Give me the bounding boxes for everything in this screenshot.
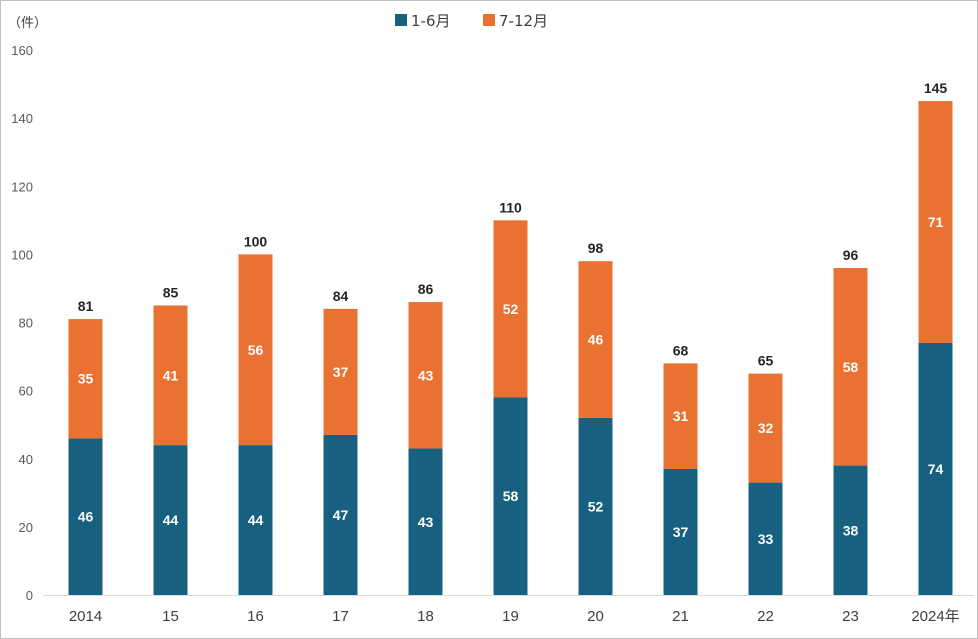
bar-segment-h2 [408, 302, 443, 449]
y-tick-label: 0 [26, 588, 33, 603]
data-label-h1: 37 [673, 524, 689, 540]
y-tick-label: 60 [19, 384, 33, 399]
bar-segment-h2 [748, 373, 783, 483]
bar-segment-h2 [578, 261, 613, 418]
legend-label-h1: 1-6月 [411, 12, 451, 30]
bar-segment-h1 [748, 482, 783, 595]
y-axis: 0 20 40 60 80 100 120 140 160 [11, 43, 33, 603]
x-tick-label: 18 [417, 608, 434, 625]
data-label-h2: 41 [163, 367, 179, 383]
data-label-h2: 31 [673, 408, 689, 424]
total-label: 98 [588, 240, 604, 256]
y-tick-label: 100 [11, 247, 33, 262]
x-tick-label: 22 [757, 608, 774, 625]
data-label-h1: 33 [758, 531, 774, 547]
data-label-h2: 37 [333, 364, 349, 380]
bar-segment-h2 [323, 308, 358, 435]
bar-segment-h2 [153, 305, 188, 446]
y-tick-label: 140 [11, 111, 33, 126]
bar-segment-h2 [238, 254, 273, 446]
total-label: 145 [924, 80, 948, 96]
data-label-h2: 35 [78, 371, 94, 387]
y-tick-label: 20 [19, 520, 33, 535]
total-label: 84 [333, 288, 349, 304]
x-tick-label: 23 [842, 608, 859, 625]
bar-segment-h1 [153, 445, 188, 595]
bar-segment-h1 [578, 417, 613, 595]
bar-segment-h2 [833, 268, 868, 466]
bar-segment-h1 [918, 342, 953, 595]
total-label: 81 [78, 298, 94, 314]
total-label: 100 [244, 233, 268, 249]
data-label-h2: 56 [248, 342, 264, 358]
bar-segment-h2 [663, 363, 698, 469]
data-label-h1: 43 [418, 514, 434, 530]
legend-swatch-h1 [395, 14, 407, 26]
x-tick-label: 2024年 [911, 608, 959, 625]
bar-segment-h1 [408, 448, 443, 595]
total-label: 110 [499, 199, 522, 215]
x-tick-label: 15 [162, 608, 179, 625]
x-axis: 2014 15 16 17 18 19 20 21 22 23 2024年 [69, 608, 960, 625]
data-label-h2: 46 [588, 332, 604, 348]
y-tick-label: 40 [19, 452, 33, 467]
data-label-h1: 46 [78, 509, 94, 525]
data-label-h2: 58 [843, 359, 859, 375]
data-label-h2: 32 [758, 420, 774, 436]
y-tick-label: 120 [11, 179, 33, 194]
x-tick-label: 17 [332, 608, 349, 625]
data-label-h2: 71 [928, 214, 944, 230]
bar-segment-h1 [833, 465, 868, 595]
legend-label-h2: 7-12月 [499, 12, 548, 30]
data-label-h1: 44 [163, 512, 179, 528]
total-label: 86 [418, 281, 434, 297]
bar-segment-h1 [323, 434, 358, 595]
legend: 1-6月 7-12月 [395, 12, 548, 30]
data-label-h1: 52 [588, 498, 604, 514]
bar-segment-h1 [68, 438, 103, 595]
y-tick-label: 80 [19, 316, 33, 331]
data-label-h1: 58 [503, 488, 519, 504]
data-label-h1: 44 [248, 512, 264, 528]
bar-segment-h1 [238, 445, 273, 595]
total-label: 85 [163, 284, 179, 300]
x-tick-label: 2014 [69, 608, 102, 625]
y-tick-label: 160 [11, 43, 33, 58]
bar-segment-h1 [663, 468, 698, 595]
data-label-h2: 43 [418, 367, 434, 383]
x-tick-label: 19 [502, 608, 519, 625]
legend-swatch-h2 [483, 14, 495, 26]
bar-segment-h2 [68, 319, 103, 439]
total-label: 68 [673, 342, 689, 358]
data-label-h1: 47 [333, 507, 349, 523]
x-tick-label: 21 [672, 608, 689, 625]
x-tick-label: 16 [247, 608, 264, 625]
data-label-h2: 52 [503, 301, 519, 317]
x-tick-label: 20 [587, 608, 604, 625]
bar-segment-h2 [918, 101, 953, 343]
bars: 46 35 81 44 41 85 44 56 100 47 37 84 43 43 86 58 52 110 52… [68, 80, 953, 595]
total-label: 65 [758, 353, 774, 369]
bar-segment-h2 [493, 220, 528, 398]
total-label: 96 [843, 247, 859, 263]
data-label-h1: 74 [928, 461, 944, 477]
bar-segment-h1 [493, 397, 528, 595]
y-unit-label: （件） [8, 16, 47, 31]
data-label-h1: 38 [843, 522, 859, 538]
